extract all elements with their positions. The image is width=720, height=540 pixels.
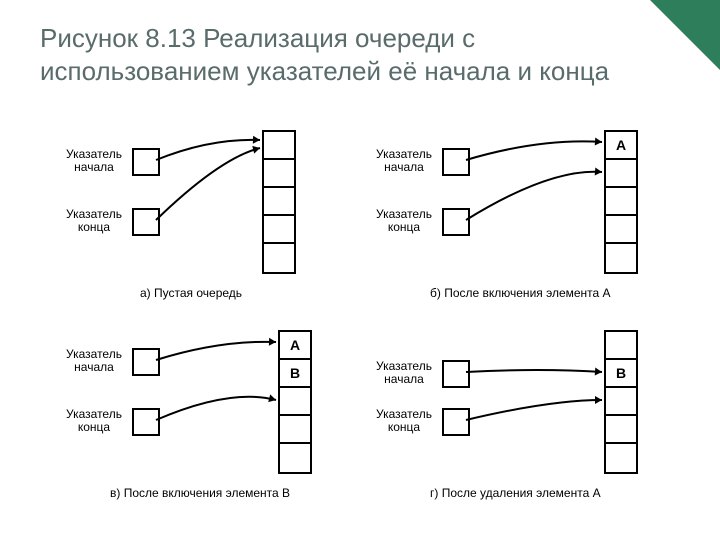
queue-column: A bbox=[604, 130, 638, 274]
head-pointer-label: Указательначала bbox=[370, 148, 438, 174]
tail-pointer-box bbox=[132, 208, 160, 236]
queue-cell bbox=[606, 244, 636, 272]
queue-cell bbox=[606, 416, 636, 444]
tail-pointer-label: Указательконца bbox=[370, 408, 438, 434]
queue-cell bbox=[264, 132, 294, 160]
queue-cell bbox=[264, 160, 294, 188]
tail-pointer-box bbox=[132, 408, 160, 436]
queue-cell bbox=[606, 444, 636, 472]
tail-pointer-box bbox=[442, 208, 470, 236]
panel-caption: б) После включения элемента А bbox=[430, 286, 611, 300]
tail-pointer-label: Указательконца bbox=[370, 208, 438, 234]
panel-a: Указательначала Указательконца а) Пустая о… bbox=[60, 118, 360, 308]
head-pointer-box bbox=[132, 348, 160, 376]
queue-cell: B bbox=[606, 360, 636, 388]
tail-pointer-label: Указательконца bbox=[60, 208, 128, 234]
queue-cell bbox=[280, 388, 310, 416]
queue-cell bbox=[280, 416, 310, 444]
queue-column: B bbox=[604, 330, 638, 474]
queue-cell: B bbox=[280, 360, 310, 388]
queue-cell: A bbox=[280, 332, 310, 360]
head-pointer-label: Указательначала bbox=[60, 348, 128, 374]
tail-pointer-box bbox=[442, 408, 470, 436]
queue-column: AB bbox=[278, 330, 312, 474]
queue-cell bbox=[264, 216, 294, 244]
head-pointer-label: Указательначала bbox=[60, 148, 128, 174]
queue-cell bbox=[280, 444, 310, 472]
panel-d: Указательначала Указательконца Bг) После у… bbox=[370, 318, 670, 508]
panel-caption: г) После удаления элемента А bbox=[430, 486, 601, 500]
queue-cell: A bbox=[606, 132, 636, 160]
slide: Рисунок 8.13 Реализация очереди с исполь… bbox=[0, 0, 720, 540]
queue-column bbox=[262, 130, 296, 274]
tail-pointer-label: Указательконца bbox=[60, 408, 128, 434]
head-pointer-label: Указательначала bbox=[370, 360, 438, 386]
queue-cell bbox=[606, 332, 636, 360]
head-pointer-box bbox=[132, 148, 160, 176]
queue-cell bbox=[606, 216, 636, 244]
figure-area: Указательначала Указательконца а) Пустая о… bbox=[60, 118, 670, 518]
queue-cell bbox=[264, 188, 294, 216]
panel-caption: а) Пустая очередь bbox=[140, 286, 242, 300]
panel-b: Указательначала Указательконца Aб) После в… bbox=[370, 118, 670, 308]
head-pointer-box bbox=[442, 360, 470, 388]
queue-cell bbox=[606, 388, 636, 416]
queue-cell bbox=[606, 188, 636, 216]
queue-cell bbox=[264, 244, 294, 272]
queue-cell bbox=[606, 160, 636, 188]
slide-title: Рисунок 8.13 Реализация очереди с исполь… bbox=[40, 22, 665, 87]
panel-c: УказательначалаУказательконцаABв) После … bbox=[60, 318, 360, 508]
head-pointer-box bbox=[442, 148, 470, 176]
panel-caption: в) После включения элемента В bbox=[110, 486, 290, 500]
